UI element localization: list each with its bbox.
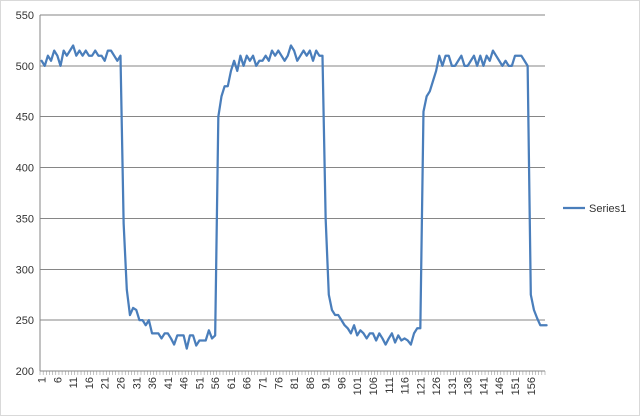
x-tick-label: 66 xyxy=(242,377,254,389)
x-tick-label: 131 xyxy=(447,377,459,395)
x-tick-label: 46 xyxy=(179,377,191,389)
x-tick-label: 146 xyxy=(494,377,506,395)
x-tick-label: 21 xyxy=(100,377,112,389)
x-tick-label: 36 xyxy=(147,377,159,389)
x-tick-label: 126 xyxy=(431,377,443,395)
x-tick-label: 56 xyxy=(210,377,222,389)
x-tick-label: 156 xyxy=(526,377,538,395)
x-tick-label: 31 xyxy=(131,377,143,389)
series-layer xyxy=(40,44,548,350)
x-tick-label: 11 xyxy=(68,377,80,388)
y-tick-label: 550 xyxy=(16,10,34,22)
y-tick-label: 500 xyxy=(16,61,34,73)
y-tick-label: 300 xyxy=(16,264,34,276)
x-tick-label: 6 xyxy=(52,377,64,383)
x-tick-label: 91 xyxy=(321,377,333,389)
y-tick-label: 400 xyxy=(16,163,34,175)
y-tick-label: 450 xyxy=(16,112,34,124)
x-tick-label: 111 xyxy=(384,377,396,394)
x-tick-label: 86 xyxy=(305,377,317,389)
x-tick-label: 71 xyxy=(258,377,270,389)
x-tick-label: 16 xyxy=(84,377,96,389)
x-tick-label: 121 xyxy=(415,377,427,395)
x-tick-label: 136 xyxy=(463,377,475,395)
x-tick-label: 116 xyxy=(400,377,412,395)
y-tick-label: 200 xyxy=(16,366,34,378)
x-tick-label: 141 xyxy=(478,377,490,395)
x-tick-label: 96 xyxy=(336,377,348,389)
x-tick-label: 51 xyxy=(194,377,206,389)
x-tick-label: 106 xyxy=(368,377,380,395)
series-line xyxy=(40,44,548,350)
x-tick-label: 76 xyxy=(273,377,285,389)
y-tick-label: 350 xyxy=(16,213,34,225)
x-tick-label: 151 xyxy=(510,377,522,395)
x-tick-label: 1 xyxy=(37,377,49,383)
legend: Series1 xyxy=(563,203,626,215)
gridlines xyxy=(40,14,545,321)
x-tick-label: 41 xyxy=(163,377,175,389)
x-tick-label: 26 xyxy=(115,377,127,389)
y-tick-label: 250 xyxy=(16,315,34,327)
x-tick-label: 101 xyxy=(352,377,364,395)
legend-label: Series1 xyxy=(589,203,626,215)
x-tick-label: 61 xyxy=(226,377,238,389)
x-tick-label: 81 xyxy=(289,377,301,389)
